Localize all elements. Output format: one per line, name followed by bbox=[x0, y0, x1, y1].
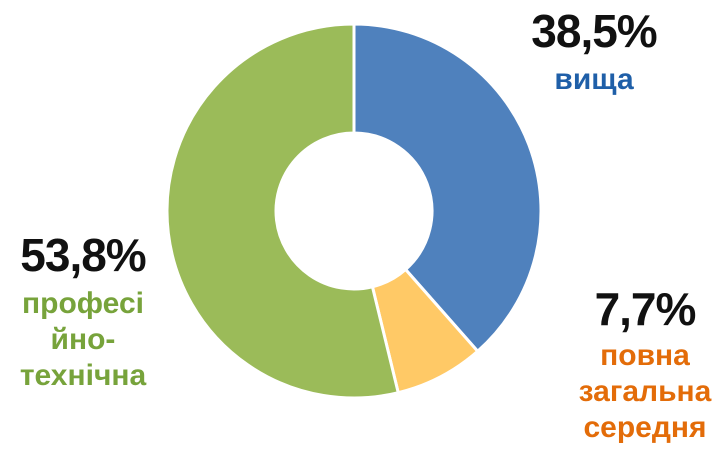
slice-label-general-secondary: 7,7% повна загальна середня bbox=[570, 286, 720, 446]
data-label-vocational: 53,8% bbox=[20, 229, 146, 281]
category-label-general-secondary: повна загальна середня bbox=[578, 339, 712, 444]
data-label-general-secondary: 7,7% bbox=[594, 283, 697, 335]
slice-vocational bbox=[165, 22, 401, 400]
slice-higher bbox=[352, 22, 543, 354]
category-label-vocational: професі йно- технічна bbox=[19, 287, 147, 392]
slice-label-higher: 38,5% вища bbox=[525, 8, 663, 98]
data-label-higher: 38,5% bbox=[531, 5, 657, 57]
category-label-higher: вища bbox=[554, 63, 634, 96]
slice-label-vocational: 53,8% професі йно- технічна bbox=[8, 232, 158, 394]
